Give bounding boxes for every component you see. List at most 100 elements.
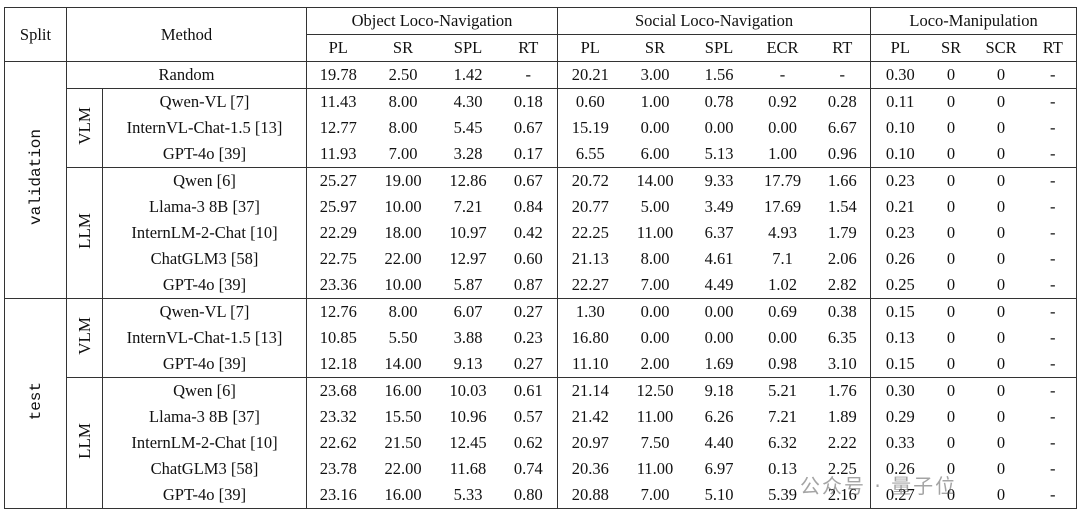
table-row: Llama-3 8B [37] 23.32 15.50 10.96 0.57 21.42 1…	[5, 404, 1077, 430]
metric-header: RT	[814, 34, 872, 62]
table-cell: 3.00	[622, 61, 688, 89]
table-cell: 11.00	[636, 223, 674, 242]
table-cell: 0.26	[885, 459, 915, 478]
table-cell: 12.76	[306, 298, 370, 325]
table-cell: 2.06	[814, 246, 872, 272]
table-cell: 0.80	[499, 482, 559, 509]
method-cell: Qwen [6]	[102, 167, 307, 194]
table-cell: 21.14	[557, 377, 623, 404]
group-label: LLM	[74, 212, 94, 249]
table-cell: -	[1050, 197, 1056, 216]
table-cell: 0.00	[640, 328, 670, 347]
table-cell: 3.10	[814, 351, 872, 378]
table-cell: -	[1050, 407, 1056, 426]
table-cell: 6.97	[704, 459, 734, 478]
table-cell: 0	[996, 144, 1006, 163]
table-row: LLM Qwen [6] 23.68 16.00 10.03 0.61 21.14 12.50…	[5, 377, 1077, 509]
table-cell: 0.00	[768, 118, 797, 137]
table-cell: -	[1029, 377, 1077, 404]
table-cell: 0	[946, 118, 956, 137]
table-cell: 0.67	[499, 167, 559, 194]
metric-header: PL	[328, 38, 348, 57]
method-cell: InternLM-2-Chat [10]	[102, 430, 307, 456]
table-cell: 0.27	[885, 485, 915, 504]
table-cell: 15.19	[571, 118, 609, 137]
table-row: Llama-3 8B [37] 25.97 10.00 7.21 0.84 20.77 5.…	[5, 194, 1077, 220]
table-cell: 0	[996, 328, 1006, 347]
table-row: GPT-4o [39] 23.36 10.00 5.87 0.87 22.27 7.00 4.…	[5, 272, 1077, 299]
table-cell: -	[1029, 61, 1077, 89]
metric-header: SCR	[985, 38, 1017, 57]
table-cell: 0.23	[885, 223, 915, 242]
table-cell: 0.27	[499, 298, 559, 325]
table-cell: 25.27	[306, 167, 370, 194]
table-cell: 21.13	[571, 249, 609, 268]
table-cell: 0.27	[499, 351, 559, 378]
table-cell: 0.29	[885, 407, 915, 426]
table-cell: 14.00	[622, 167, 688, 194]
table-cell: 0	[946, 433, 956, 452]
group-header: Social Loco-Navigation	[557, 7, 872, 35]
group-label: VLM	[74, 106, 94, 145]
table-cell: 10.03	[436, 377, 500, 404]
table-cell: 22.29	[319, 223, 357, 242]
table-cell: 0.15	[885, 354, 915, 373]
table-cell: 8.00	[369, 298, 437, 325]
metric-header: SPL	[704, 38, 734, 57]
method-cell: ChatGLM3 [58]	[102, 246, 307, 272]
table-cell: -	[1050, 485, 1056, 504]
table-cell: 0	[972, 88, 1030, 115]
table-cell: 22.00	[384, 249, 422, 268]
table-cell: 0	[972, 167, 1030, 194]
table-cell: 12.77	[319, 118, 357, 137]
table-cell: 0	[996, 249, 1006, 268]
table-cell: 10.96	[449, 407, 487, 426]
table-cell: 23.32	[319, 407, 357, 426]
table-cell: -	[1050, 354, 1056, 373]
split-cell: test	[4, 298, 67, 509]
table-cell: 0	[946, 144, 956, 163]
table-cell: -	[1050, 433, 1056, 452]
table-cell: 23.78	[319, 459, 357, 478]
table-cell: 0	[972, 61, 1030, 89]
table-cell: 10.00	[384, 197, 422, 216]
table-cell: 1.00	[622, 88, 688, 115]
table-cell: 0	[996, 354, 1006, 373]
table-cell: 11.00	[636, 459, 674, 478]
metric-header: RT	[1042, 38, 1063, 57]
table-cell: 9.13	[453, 354, 483, 373]
method-cell: Random	[66, 61, 307, 89]
table-cell: 6.67	[814, 115, 872, 141]
table-cell: 1.42	[436, 61, 500, 89]
table-cell: 0.00	[768, 328, 797, 347]
table-cell: 0.96	[814, 141, 872, 168]
metric-header: SPL	[453, 38, 483, 57]
table-cell: -	[1029, 298, 1077, 325]
table-row: test VLM Qwen-VL [7] 12.76 8.00 6.07 0.27 1.30 0…	[4, 298, 1077, 509]
table-cell: 22.00	[384, 459, 422, 478]
table-row: InternVL-Chat-1.5 [13] 10.85 5.50 3.88 0.23 1…	[5, 325, 1077, 351]
table-cell: 0.00	[704, 118, 734, 137]
table-cell: 2.25	[814, 456, 872, 482]
table-cell: 0	[946, 354, 956, 373]
table-cell: 9.33	[687, 167, 751, 194]
table-cell: 0.38	[814, 298, 872, 325]
table-cell: 12.18	[319, 354, 357, 373]
split-cell: validation	[4, 61, 67, 299]
table-cell: 20.77	[571, 197, 609, 216]
table-cell: 19.78	[306, 61, 370, 89]
method-cell: Llama-3 8B [37]	[102, 404, 307, 430]
table-cell: 0	[946, 407, 956, 426]
method-cell: Qwen-VL [7]	[102, 298, 307, 325]
method-cell: Qwen [6]	[102, 377, 307, 404]
method-header: Method	[66, 7, 307, 62]
table-cell: 20.36	[571, 459, 609, 478]
table-cell: 0.13	[885, 328, 915, 347]
table-cell: 2.82	[814, 272, 872, 299]
table-cell: 0.33	[885, 433, 915, 452]
metric-header: ECR	[766, 38, 799, 57]
table-row: validation Random 19.78 2.50 1.42-20.21 3.00 1…	[4, 61, 1077, 299]
metric-header: PL	[580, 38, 600, 57]
metric-header: SR	[644, 38, 666, 57]
